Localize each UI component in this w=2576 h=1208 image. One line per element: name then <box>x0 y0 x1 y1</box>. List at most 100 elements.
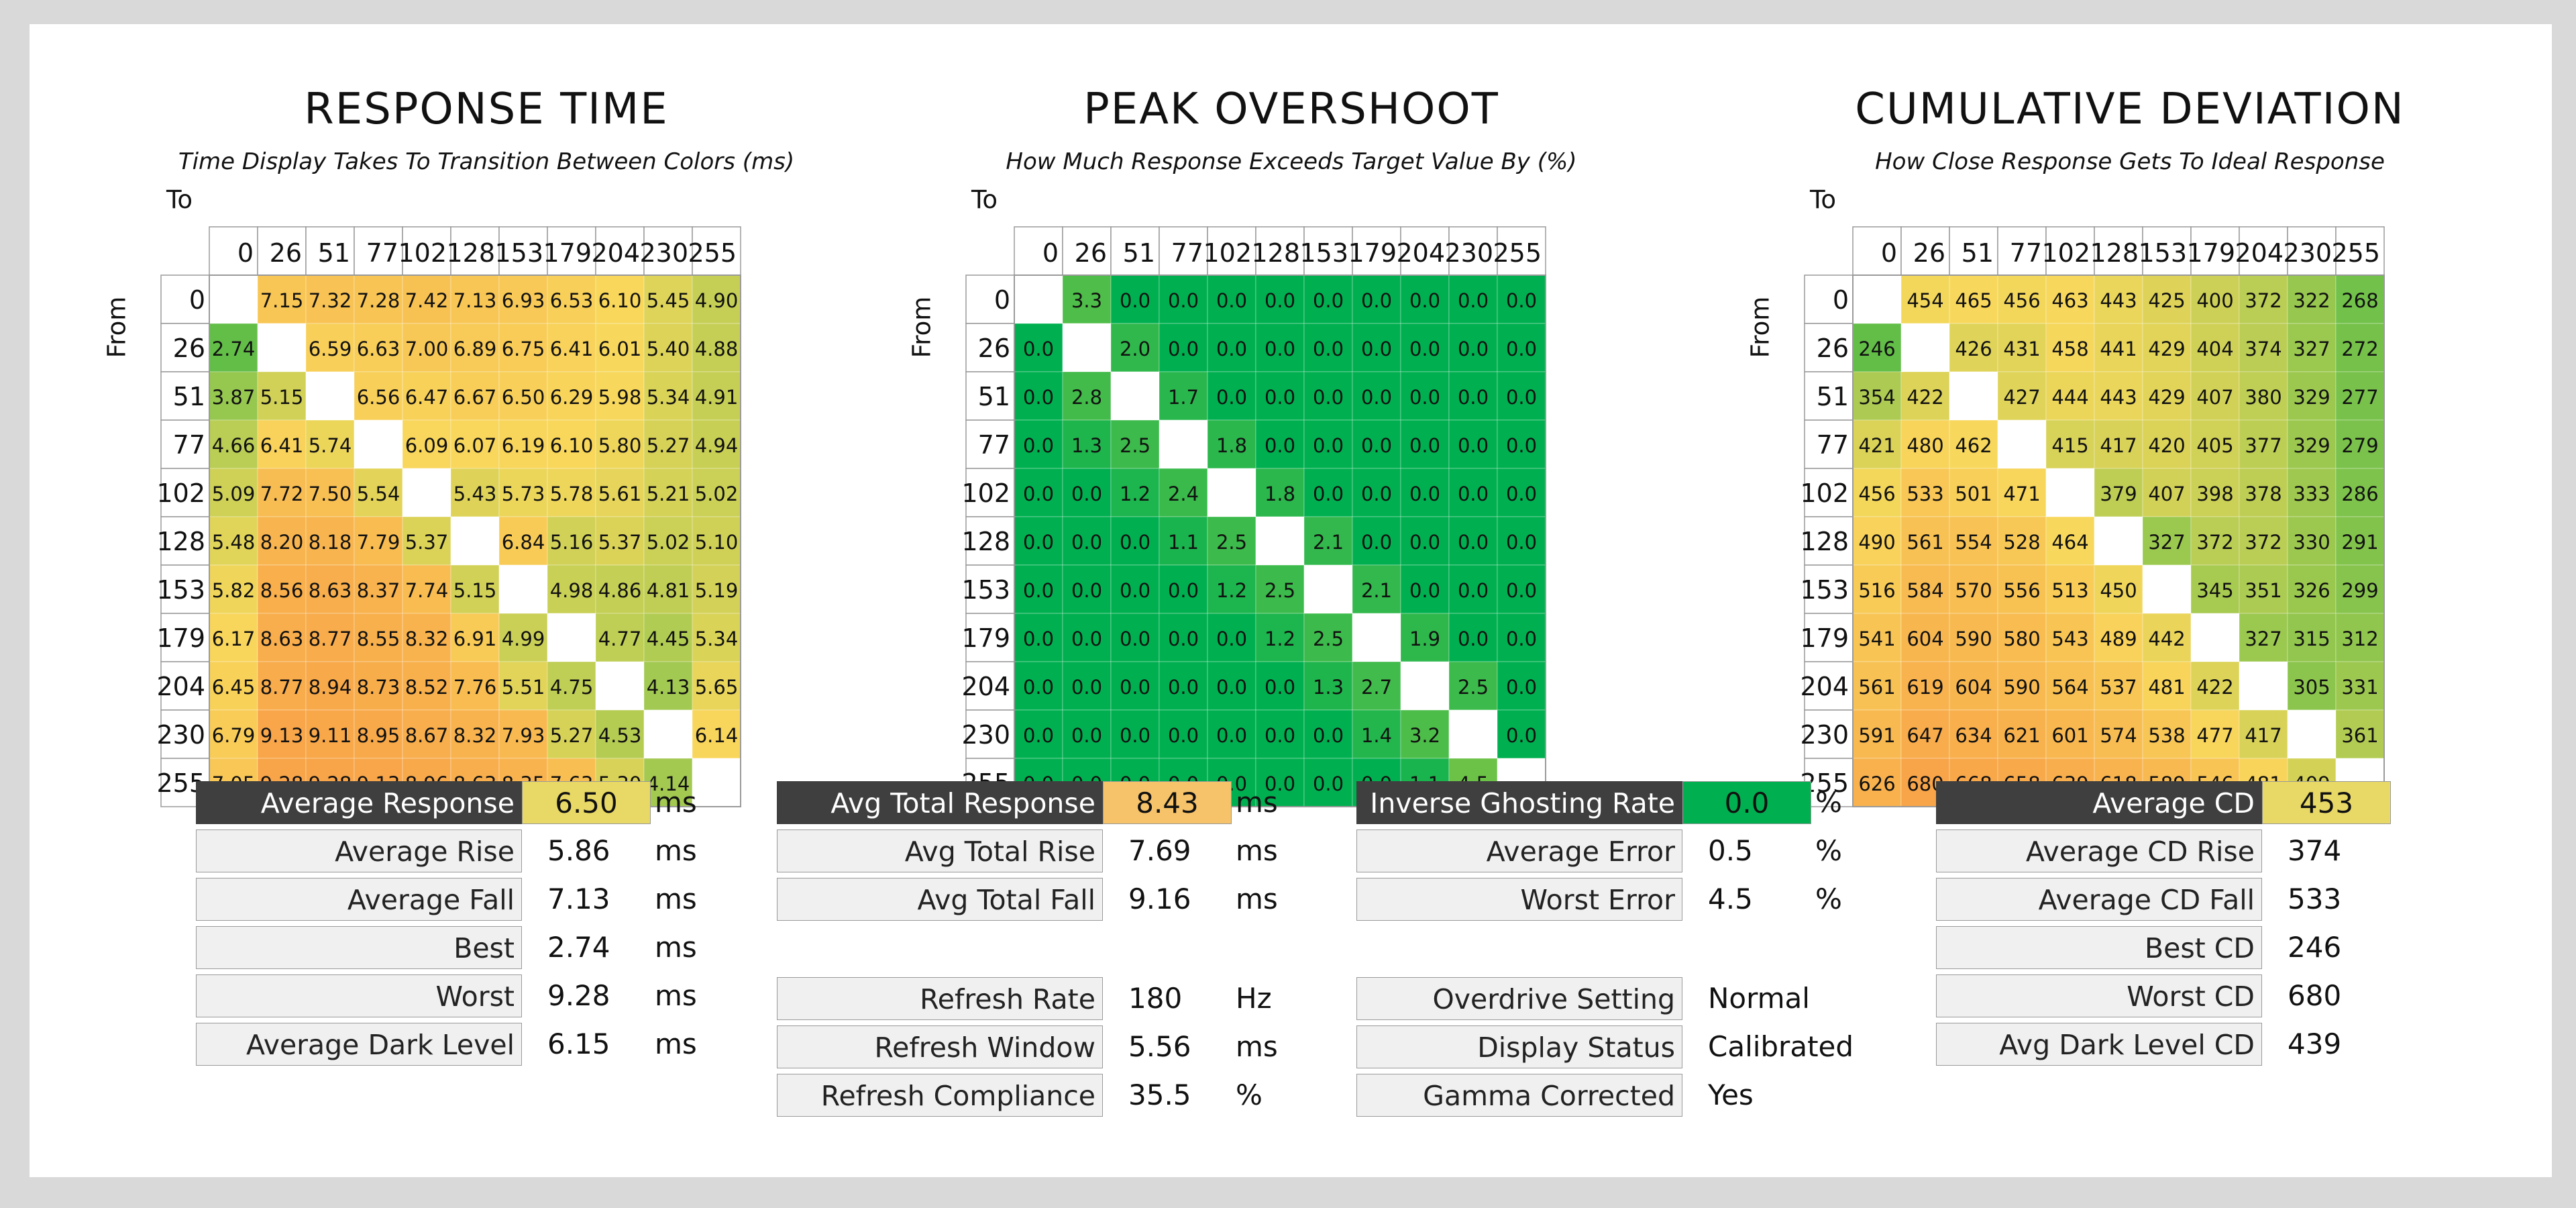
heatmap-cell <box>1303 709 1353 759</box>
heatmap-cell <box>692 419 741 469</box>
heatmap-cell <box>1448 274 1498 324</box>
cell-value-label: 0.0 <box>1071 531 1102 554</box>
cell-value-label: 374 <box>2245 338 2282 360</box>
heatmap-cell <box>1949 709 1998 759</box>
cell-value-label: 2.0 <box>1120 338 1150 360</box>
peak-overshoot-subtitle: How Much Response Exceeds Target Value B… <box>1006 148 1577 175</box>
cell-value-label: 5.02 <box>647 531 690 554</box>
heatmap-cell <box>692 758 741 807</box>
heatmap-cell <box>595 564 645 614</box>
cell-value-label: 0.0 <box>1265 724 1295 747</box>
cell-value-label: 626 <box>1858 772 1895 795</box>
heatmap-cell <box>1400 661 1450 711</box>
heatmap-cell <box>1207 613 1256 662</box>
column-tick-label: 77 <box>1171 238 1203 268</box>
row-tick-label: 204 <box>156 672 205 701</box>
heatmap-cell <box>1900 613 1950 662</box>
row-header-cell <box>160 516 210 566</box>
column-tick-label: 51 <box>318 238 350 268</box>
cell-value-label: 543 <box>2051 627 2088 650</box>
cell-value-label: 4.75 <box>550 676 594 699</box>
column-header-cell <box>450 226 500 276</box>
stat-value: 374 <box>2288 834 2342 867</box>
row-header-cell <box>1804 564 1854 614</box>
cell-value-label: 1.4 <box>1361 724 1392 747</box>
cell-value-label: 6.41 <box>550 338 594 360</box>
stat-unit: ms <box>655 1027 697 1060</box>
heatmap-cell <box>1207 323 1256 372</box>
cell-value-label: 0.0 <box>1120 289 1150 312</box>
cell-value-label: 4.14 <box>647 772 690 795</box>
cell-value-label: 5.02 <box>695 483 739 505</box>
column-header-cell <box>498 226 548 276</box>
heatmap-cell <box>257 419 307 469</box>
stat-label: Best CD <box>1936 926 2262 969</box>
heatmap-cell <box>2142 516 2192 566</box>
heatmap-cell <box>643 613 693 662</box>
heatmap-cell <box>1110 274 1160 324</box>
cell-value-label: 8.32 <box>405 627 449 650</box>
cell-value-label: 533 <box>1907 483 1943 505</box>
cell-value-label: 351 <box>2245 579 2282 602</box>
heatmap-cell <box>2142 564 2192 614</box>
stat-value: 5.86 <box>547 834 610 867</box>
column-tick-label: 26 <box>1075 238 1107 268</box>
cell-value-label: 420 <box>2148 434 2185 457</box>
stat-value: Yes <box>1708 1078 1754 1111</box>
heatmap-cell <box>2045 613 2095 662</box>
cell-value-label: 6.75 <box>502 338 545 360</box>
cell-value-label: 0.0 <box>1458 338 1489 360</box>
cell-value-label: 0.0 <box>1313 483 1344 505</box>
column-tick-label: 26 <box>270 238 302 268</box>
heatmap-cell <box>257 274 307 324</box>
cell-value-label: 647 <box>1907 724 1943 747</box>
cell-value-label: 0.0 <box>1458 579 1489 602</box>
stat-value: 6.50 <box>522 781 651 824</box>
stat-value: 6.15 <box>547 1027 610 1060</box>
stat-label: Display Status <box>1356 1025 1682 1068</box>
cell-value-label: 0.0 <box>1023 676 1054 699</box>
cell-value-label: 456 <box>1858 483 1895 505</box>
heatmap-cell <box>2190 516 2240 566</box>
cell-value-label: 465 <box>1955 289 1992 312</box>
cell-value-label: 0.0 <box>1409 338 1440 360</box>
cell-value-label: 0.0 <box>1023 338 1054 360</box>
heatmap-cell <box>1497 274 1546 324</box>
response-time-subtitle: Time Display Takes To Transition Between… <box>178 148 795 175</box>
heatmap-cell <box>305 468 355 517</box>
cell-value-label: 0.0 <box>1361 289 1392 312</box>
column-tick-label: 0 <box>237 238 254 268</box>
heatmap-cell <box>1497 661 1546 711</box>
row-tick-label: 77 <box>1817 430 1849 460</box>
cell-value-label: 0.0 <box>1458 434 1489 457</box>
column-tick-label: 102 <box>1203 238 1252 268</box>
heatmap-cell <box>1448 419 1498 469</box>
column-tick-label: 230 <box>1444 238 1493 268</box>
heatmap-cell <box>1207 274 1256 324</box>
stat-label: Worst Error <box>1356 878 1682 921</box>
cell-value-label: 5.09 <box>212 483 256 505</box>
cell-value-label: 327 <box>2245 627 2282 650</box>
cell-value-label: 0.0 <box>1216 338 1247 360</box>
heatmap-cell <box>1303 274 1353 324</box>
heatmap-cell <box>354 613 403 662</box>
column-tick-label: 77 <box>366 238 398 268</box>
row-tick-label: 102 <box>1800 479 1849 508</box>
heatmap-cell <box>643 468 693 517</box>
heatmap-cell <box>1159 274 1208 324</box>
stat-unit: ms <box>1236 883 1278 915</box>
heatmap-cell <box>1110 661 1160 711</box>
cell-value-label: 6.09 <box>405 434 449 457</box>
column-tick-label: 153 <box>1299 238 1348 268</box>
heatmap-cell <box>2190 371 2240 421</box>
row-tick-label: 153 <box>156 575 205 605</box>
stat-unit: ms <box>655 786 697 819</box>
heatmap-cell <box>1303 323 1353 372</box>
cell-value-label: 272 <box>2341 338 2378 360</box>
stat-value: 0.0 <box>1682 781 1811 824</box>
column-header-cell <box>1497 226 1546 276</box>
cell-value-label: 604 <box>1955 676 1992 699</box>
heatmap-cell <box>1949 371 1998 421</box>
